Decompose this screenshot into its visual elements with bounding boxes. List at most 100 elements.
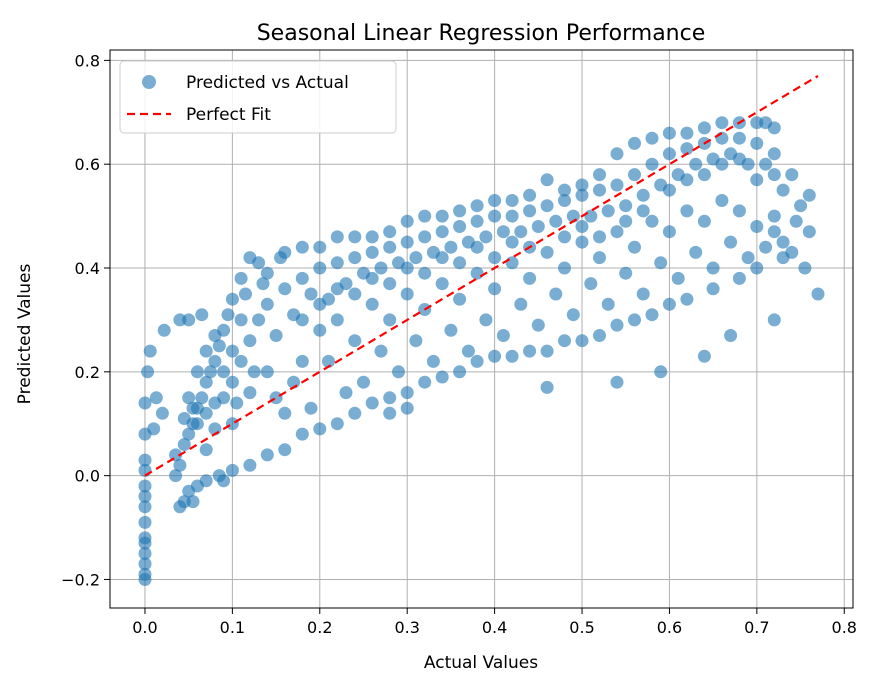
data-point [260,365,274,379]
data-point [767,147,781,161]
data-point [610,318,624,332]
data-point [348,287,362,301]
data-point [505,256,519,270]
data-point [575,178,589,192]
data-point [479,230,493,244]
data-point [636,287,650,301]
data-point [558,261,571,275]
data-point [348,230,362,244]
data-point [636,204,650,218]
data-point [732,131,746,145]
data-point [365,271,379,285]
data-point [260,266,274,280]
data-point [339,386,353,400]
data-point [593,183,606,197]
data-point [680,126,694,140]
data-point [269,329,283,342]
data-point [400,401,414,415]
x-tick-label: 0.4 [482,618,507,637]
data-point [243,386,257,400]
data-point [505,349,519,363]
data-point [593,230,606,244]
legend: Predicted vs Actual Perfect Fit [119,60,397,134]
data-point [221,308,235,322]
data-point [741,251,755,265]
data-point [680,173,694,187]
data-point [496,225,510,239]
data-point [750,136,764,150]
data-point [138,515,152,529]
data-point [680,292,694,306]
data-point [724,329,738,342]
data-point [488,349,502,363]
data-point [662,297,676,311]
perfect-fit-line [144,75,819,477]
data-point [505,194,519,207]
data-point [383,313,397,327]
data-point [169,469,183,483]
data-point [392,365,405,379]
data-point [549,287,563,301]
data-point [182,313,196,327]
x-tick-label: 0.0 [132,618,157,637]
data-point [540,380,554,394]
data-point [453,204,467,218]
data-point [149,391,163,405]
data-point [365,230,379,244]
data-point [278,443,292,457]
data-point [330,282,344,296]
data-point [776,235,790,249]
data-point [138,396,152,410]
data-point [514,297,528,311]
data-point [274,251,287,265]
x-axis-title: Actual Values [424,653,538,673]
data-point [593,251,606,265]
data-point [374,261,388,275]
data-point [514,225,528,239]
data-point [252,313,266,327]
data-point [715,194,729,207]
data-point [383,391,397,405]
data-point [199,474,213,488]
data-point [295,354,309,368]
data-point [217,474,231,488]
data-point [662,183,676,197]
data-point [234,271,248,285]
data-point [208,396,222,410]
data-point [260,297,274,311]
legend-label-line: Perfect Fit [186,105,271,125]
legend-marker-scatter [142,75,156,89]
data-point [488,194,502,207]
data-point [330,230,344,244]
data-point [789,214,803,228]
data-point [479,313,493,327]
data-point [330,256,344,270]
data-point [802,225,816,239]
data-point [444,240,458,254]
data-point [190,365,204,379]
data-point [295,427,309,441]
data-point [453,256,467,270]
data-point [400,386,414,400]
perfect-fit-line-layer [144,75,819,477]
data-point [540,344,554,358]
data-point [383,240,397,254]
x-tick-label: 0.2 [307,618,332,637]
data-point [313,240,327,254]
data-point [330,417,344,431]
data-point [767,168,781,182]
data-point [689,245,703,259]
legend-box [119,60,397,134]
data-point [619,214,633,228]
data-point [654,256,668,270]
data-point [444,323,458,337]
data-point [558,334,571,348]
data-point [234,313,248,327]
data-point [628,168,641,182]
y-tick-label: 0.6 [75,155,100,174]
data-point [225,375,239,389]
data-point [348,334,362,348]
data-point [523,188,537,202]
data-point [706,282,720,296]
data-point [157,323,171,337]
